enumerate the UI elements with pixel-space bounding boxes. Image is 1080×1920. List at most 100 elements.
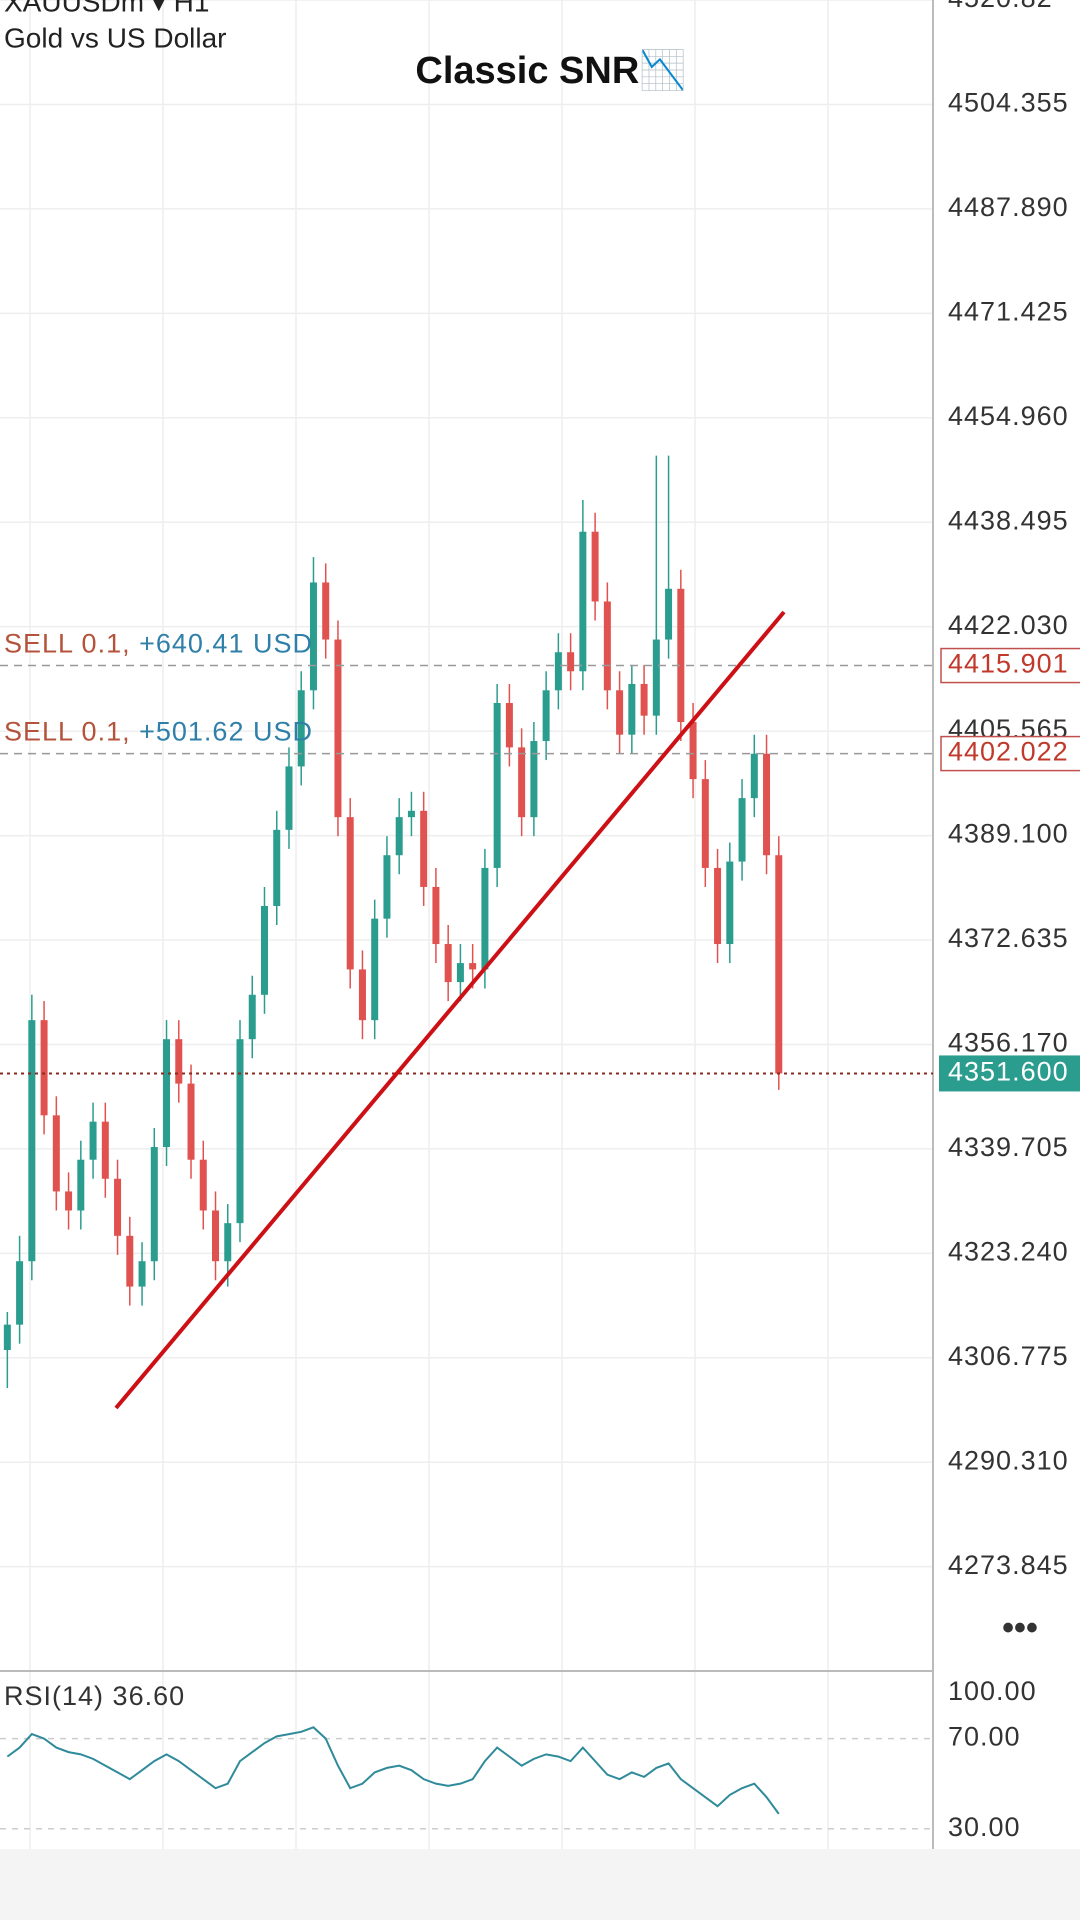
y-tick-label: 4290.310 — [948, 1445, 1069, 1475]
candle-body — [738, 798, 746, 862]
candle-body — [358, 969, 366, 1021]
candle-body — [16, 1261, 24, 1325]
y-tick-label: 4487.890 — [948, 192, 1069, 222]
video-title: Classic SNR📉 — [415, 48, 686, 92]
candle-body — [285, 766, 293, 830]
candle-body — [530, 741, 538, 818]
rsi-legend: RSI(14) 36.60 — [4, 1681, 185, 1711]
position-pnl: +501.62 USD — [139, 717, 313, 747]
position-price-box — [940, 647, 1080, 684]
candle-body — [640, 683, 648, 716]
rsi-tick-label: 30.00 — [948, 1812, 1021, 1842]
candle-body — [138, 1261, 146, 1287]
candle-body — [567, 652, 575, 672]
candle-body — [603, 601, 611, 691]
footer-band — [0, 1849, 1080, 1920]
rsi-line — [6, 1726, 780, 1815]
y-tick-label: 4356.170 — [948, 1028, 1069, 1058]
current-price-box — [939, 1055, 1080, 1092]
trendline — [114, 610, 786, 1410]
candle-body — [444, 944, 452, 983]
candle-body — [309, 582, 317, 691]
candle-body — [383, 855, 391, 919]
candle-body — [199, 1159, 207, 1211]
candle-body — [579, 531, 587, 672]
candle-body — [616, 690, 624, 735]
candle-body — [714, 867, 722, 945]
candle-body — [763, 753, 771, 856]
candle-body — [297, 690, 305, 767]
candle-body — [212, 1210, 220, 1262]
position-label: SELL 0.1, +501.62 USD — [4, 717, 313, 747]
candle-body — [187, 1083, 195, 1160]
candle-body — [628, 683, 636, 735]
candle-body — [469, 963, 477, 970]
y-tick-label: 4422.030 — [948, 610, 1069, 640]
position-side: SELL 0.1, — [4, 629, 131, 659]
candle-body — [322, 582, 330, 640]
y-tick-label: 4389.100 — [948, 819, 1069, 849]
candle-body — [114, 1178, 122, 1236]
candle-body — [701, 779, 709, 868]
candle-body — [334, 639, 342, 818]
y-tick-label: 4504.355 — [948, 88, 1069, 118]
candle-body — [52, 1115, 60, 1192]
y-tick-label: 4372.635 — [948, 923, 1069, 953]
candle-body — [248, 994, 256, 1040]
candle-body — [77, 1159, 85, 1211]
y-tick-label: 4454.960 — [948, 401, 1069, 431]
candle-body — [273, 829, 281, 906]
candle-body — [65, 1191, 73, 1211]
candle-body — [775, 855, 783, 1074]
rsi-tick-label: 70.00 — [948, 1722, 1021, 1752]
candle-body — [432, 886, 440, 945]
position-side: SELL 0.1, — [4, 717, 131, 747]
candle-body — [554, 652, 562, 691]
candle-body — [28, 1020, 36, 1262]
y-tick-label: 4273.845 — [948, 1550, 1069, 1580]
y-tick-label: 4339.705 — [948, 1132, 1069, 1162]
candle-body — [101, 1121, 109, 1179]
position-label: SELL 0.1, +640.41 USD — [4, 629, 313, 659]
rsi-tick-label: 100.00 — [948, 1676, 1037, 1706]
y-tick-label: 4323.240 — [948, 1236, 1069, 1266]
candle-body — [481, 867, 489, 970]
candle-body — [505, 702, 513, 748]
candle-body — [518, 747, 526, 818]
candle-body — [689, 722, 697, 780]
candle-body — [652, 639, 660, 716]
y-tick-label: 4306.775 — [948, 1341, 1069, 1371]
position-price: 4402.022 — [948, 737, 1069, 767]
candle-body — [175, 1039, 183, 1084]
y-tick-label: 4520.82 — [948, 0, 1053, 13]
candle-body — [224, 1223, 232, 1262]
candle-body — [591, 531, 599, 602]
rsi-name: RSI(14) — [4, 1681, 104, 1711]
candle-body — [726, 861, 734, 945]
y-tick-label: 4438.495 — [948, 505, 1069, 535]
candle-body — [395, 817, 403, 856]
candle-body — [750, 753, 758, 799]
more-menu[interactable]: ••• — [1002, 1609, 1038, 1647]
candle-body — [677, 588, 685, 723]
rsi-current: 36.60 — [113, 1681, 186, 1711]
position-pnl: +640.41 USD — [139, 629, 313, 659]
symbol[interactable]: XAUUSDm ▾ H1 — [4, 0, 209, 17]
candle-body — [420, 810, 428, 887]
candle-body — [346, 817, 354, 970]
candle-body — [542, 690, 550, 742]
candle-body — [407, 810, 415, 818]
candle-body — [40, 1020, 48, 1116]
candle-body — [126, 1235, 134, 1287]
candle-body — [260, 905, 268, 995]
candle-body — [150, 1147, 158, 1262]
candle-body — [456, 963, 464, 983]
candle-body — [236, 1039, 244, 1224]
y-tick-label: 4471.425 — [948, 296, 1069, 326]
candle-body — [89, 1121, 97, 1160]
current-price-label: 4351.600 — [948, 1057, 1069, 1087]
position-price: 4415.901 — [948, 649, 1069, 679]
